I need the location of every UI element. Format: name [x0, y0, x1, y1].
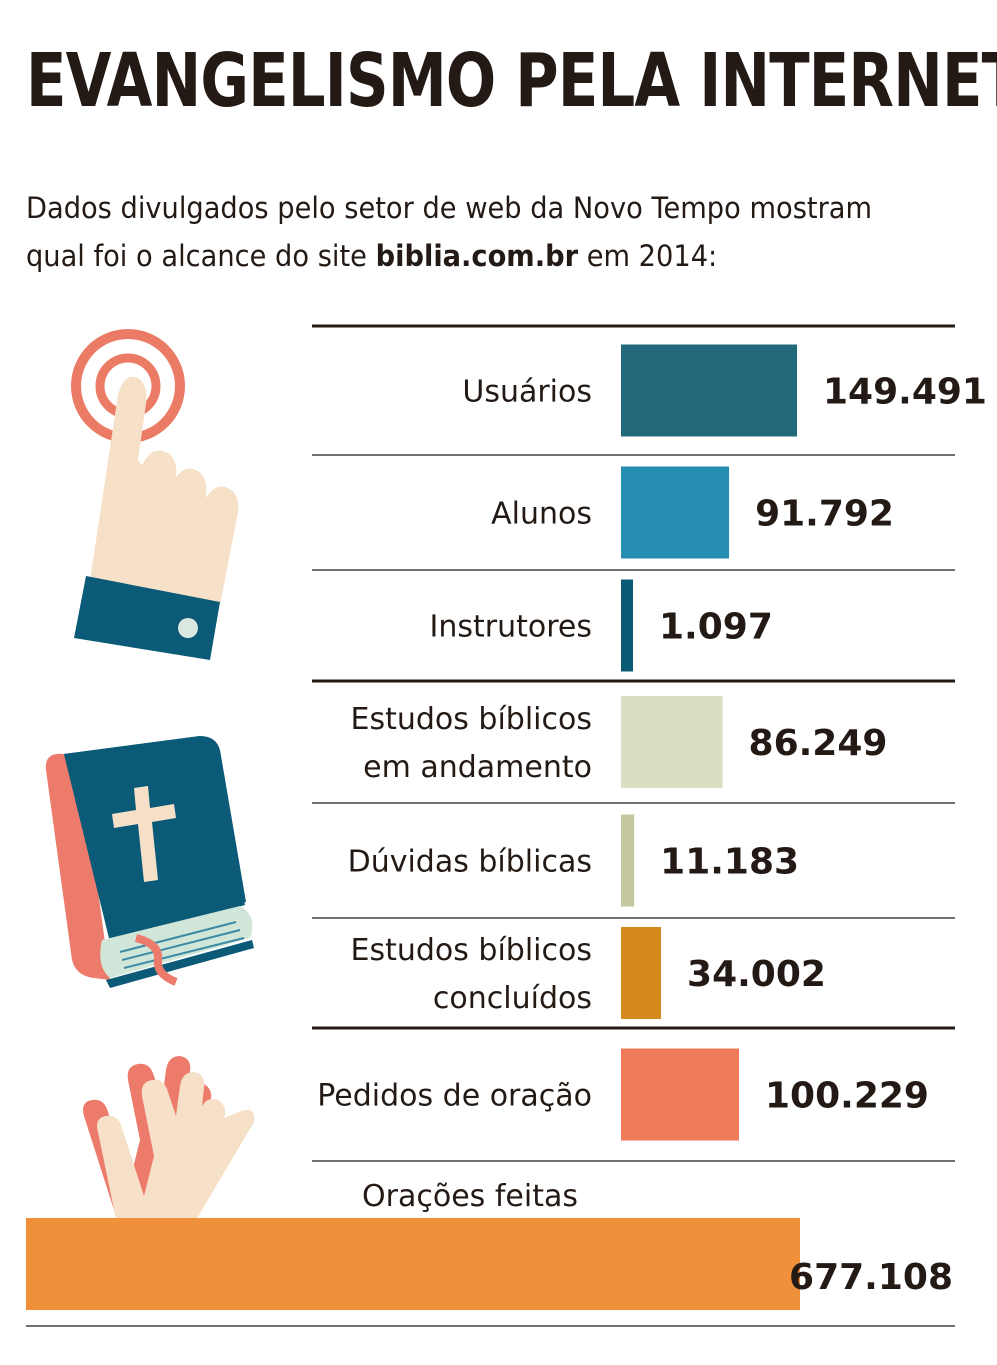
value-label: 677.108: [789, 1257, 953, 1298]
subtitle-post: em 2014:: [578, 239, 718, 273]
bar: [26, 1218, 800, 1310]
value-label: 149.491: [823, 372, 987, 413]
bar: [621, 344, 797, 437]
subtitle-line-1: Dados divulgados pelo setor de web da No…: [26, 191, 873, 225]
category-label: em andamento: [363, 750, 592, 785]
pointing-hand-icon: [71, 329, 239, 660]
category-label: Orações feitas: [362, 1179, 578, 1214]
category-label: concluídos: [433, 981, 592, 1016]
page-subtitle: Dados divulgados pelo setor de web da No…: [26, 184, 919, 280]
category-label: Pedidos de oração: [317, 1079, 592, 1114]
category-label: Dúvidas bíblicas: [348, 845, 592, 880]
bar: [621, 579, 633, 672]
value-label: 34.002: [687, 954, 826, 995]
bar: [621, 696, 723, 788]
bar: [621, 814, 635, 907]
category-label: Estudos bíblicos: [351, 933, 593, 968]
value-label: 100.229: [765, 1076, 929, 1117]
category-label: Alunos: [491, 497, 592, 532]
category-label: Estudos bíblicos: [351, 702, 593, 737]
value-label: 11.183: [660, 842, 799, 883]
bar: [621, 466, 730, 559]
bar: [621, 927, 662, 1019]
subtitle-site: biblia.com.br: [375, 239, 579, 273]
value-label: 86.249: [749, 723, 888, 764]
value-label: 91.792: [755, 494, 894, 535]
bible-icon: [45, 736, 254, 988]
category-label: Usuários: [462, 375, 592, 410]
subtitle-pre: qual foi o alcance do site: [26, 239, 376, 273]
page-title: EVANGELISMO PELA INTERNET: [26, 38, 997, 124]
value-label: 1.097: [659, 607, 773, 648]
bar: [621, 1048, 740, 1141]
category-label: Instrutores: [430, 610, 592, 645]
